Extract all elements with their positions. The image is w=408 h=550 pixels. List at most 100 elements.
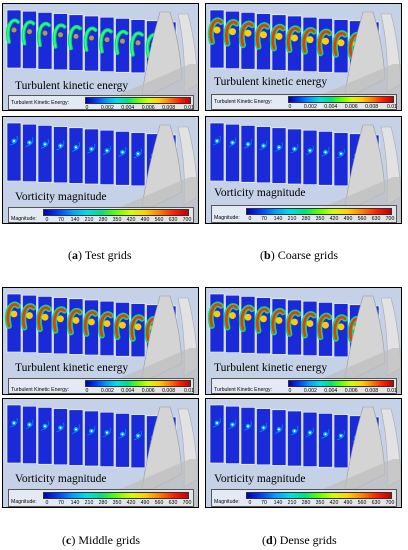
tke-panel-a: Turbulent kinetic energy Turbulent Kinet… (2, 3, 199, 111)
tick-label: 210 (287, 216, 297, 222)
tick-label: 70 (58, 500, 64, 506)
tke-label-b: Turbulent kinetic energy (214, 76, 328, 88)
vorticity-panel-a: Vorticity magnitude Magnitude: 0 70 140 210… (2, 116, 199, 224)
tick-label: 0.002 (100, 387, 114, 394)
tke-slices-c (4, 293, 198, 394)
tke-legend-a: Turbulent Kinetic Energy: 0 0.002 0.004 0.0… (8, 95, 194, 110)
tick-label: 0.01 (183, 104, 195, 111)
vorticity-panel-d: Vorticity magnitude Magnitude: 0 70 140 210… (205, 398, 402, 508)
tick-label: 140 (70, 500, 80, 506)
flow-slice (6, 9, 22, 69)
tick-label: 280 (98, 500, 108, 506)
flow-slice (82, 299, 99, 356)
flow-slice (223, 10, 240, 69)
tick-label: 630 (168, 216, 178, 223)
flow-slice (97, 300, 115, 356)
flow-slice (128, 303, 146, 358)
tick-label: 0.006 (344, 103, 358, 110)
tick-label: 70 (261, 216, 267, 222)
flow-slice (287, 128, 302, 185)
flow-slice (130, 19, 146, 74)
tick-label: 0.008 (162, 387, 176, 394)
tick-label: 210 (84, 216, 94, 223)
tick-label: 0 (45, 216, 49, 223)
flow-slice (35, 296, 53, 354)
flow-slice (271, 409, 287, 466)
vorticity-legend-title-b: Magnitude: (214, 215, 240, 221)
flow-slice (68, 127, 84, 184)
tke-legend-title-c: Turbulent Kinetic Energy: (11, 387, 70, 393)
flow-slice (225, 123, 240, 182)
flow-slice (225, 405, 240, 464)
flow-slice (84, 410, 99, 467)
flow-slice (269, 14, 287, 71)
vorticity-legend-title-a: Magnitude: (11, 216, 37, 222)
tick-label: 0.004 (121, 104, 135, 111)
tick-label: 0.002 (303, 387, 317, 394)
flow-slice (20, 294, 37, 353)
tick-label: 0 (85, 104, 89, 111)
tick-label: 140 (273, 500, 283, 506)
tke-colorbar-d (288, 380, 394, 387)
vorticity-slices-a (6, 122, 198, 223)
tick-label: 560 (357, 500, 367, 506)
flow-slice (115, 413, 130, 468)
tick-label: 0.01 (183, 387, 195, 394)
flow-slice (256, 126, 271, 184)
flow-slice (21, 10, 37, 69)
tick-label: 0.002 (303, 103, 317, 110)
flow-slice (316, 302, 333, 357)
tick-label: 140 (273, 216, 283, 222)
tke-legend-b: Turbulent Kinetic Energy: 0 0.002 0.004 0.0… (211, 94, 397, 110)
tke-legend-title-a: Turbulent Kinetic Energy: (11, 100, 70, 106)
tick-label: 700 (385, 500, 395, 506)
vorticity-label-c: Vorticity magnitude (15, 473, 107, 485)
vorticity-label-a: Vorticity magnitude (15, 191, 107, 203)
flow-slice (4, 293, 22, 353)
tke-legend-c: Turbulent Kinetic Energy: 0 0.002 0.004 0.0… (8, 378, 194, 394)
tick-label: 0 (248, 500, 252, 506)
flow-slice (238, 296, 256, 354)
vorticity-colorbar-d (246, 492, 392, 499)
tick-label: 0.004 (324, 103, 338, 110)
flow-slice (37, 407, 53, 465)
vorticity-legend-a: Magnitude: 0 70 140 210 280 350 420 490 560 630 70… (8, 207, 194, 223)
tick-label: 0 (45, 500, 49, 506)
flow-slice (83, 15, 99, 72)
tke-legend-title-d: Turbulent Kinetic Energy: (214, 387, 273, 393)
tick-label: 0 (248, 216, 252, 222)
caption-c: (c) Middle grids (62, 533, 140, 547)
caption-d: (d) Dense grids (262, 533, 337, 547)
flow-slice (68, 409, 84, 466)
flow-slice (333, 132, 349, 187)
tke-panel-d: Turbulent kinetic energy Turbulent Kinet… (205, 287, 402, 395)
flow-slice (316, 18, 333, 73)
flow-slice (209, 122, 225, 182)
tick-label: 0.004 (324, 387, 338, 394)
flow-slice (318, 413, 333, 468)
vorticity-label-d: Vorticity magnitude (214, 473, 306, 485)
tick-label: 0 (288, 387, 292, 394)
tick-label: 280 (301, 216, 311, 222)
flow-slice (331, 19, 349, 74)
caption-a: (a) Test grids (68, 248, 132, 262)
flow-slice (84, 128, 99, 185)
flow-slice (302, 129, 318, 185)
tick-label: 0 (288, 103, 292, 110)
flow-slice (52, 13, 68, 71)
tick-label: 350 (112, 500, 122, 506)
vorticity-label-b: Vorticity magnitude (214, 187, 306, 199)
tick-label: 280 (98, 216, 108, 223)
flow-slice (300, 16, 318, 72)
flow-slice (6, 122, 22, 182)
flow-slice (130, 414, 146, 469)
tick-label: 420 (126, 500, 136, 506)
tick-label: 560 (357, 216, 367, 222)
tick-label: 420 (126, 216, 136, 223)
flow-slice (99, 16, 115, 72)
flow-slice (113, 302, 130, 357)
vorticity-slices-b (209, 122, 401, 223)
flow-slice (207, 293, 225, 353)
flow-slice (287, 410, 302, 467)
flow-slice (240, 125, 256, 183)
